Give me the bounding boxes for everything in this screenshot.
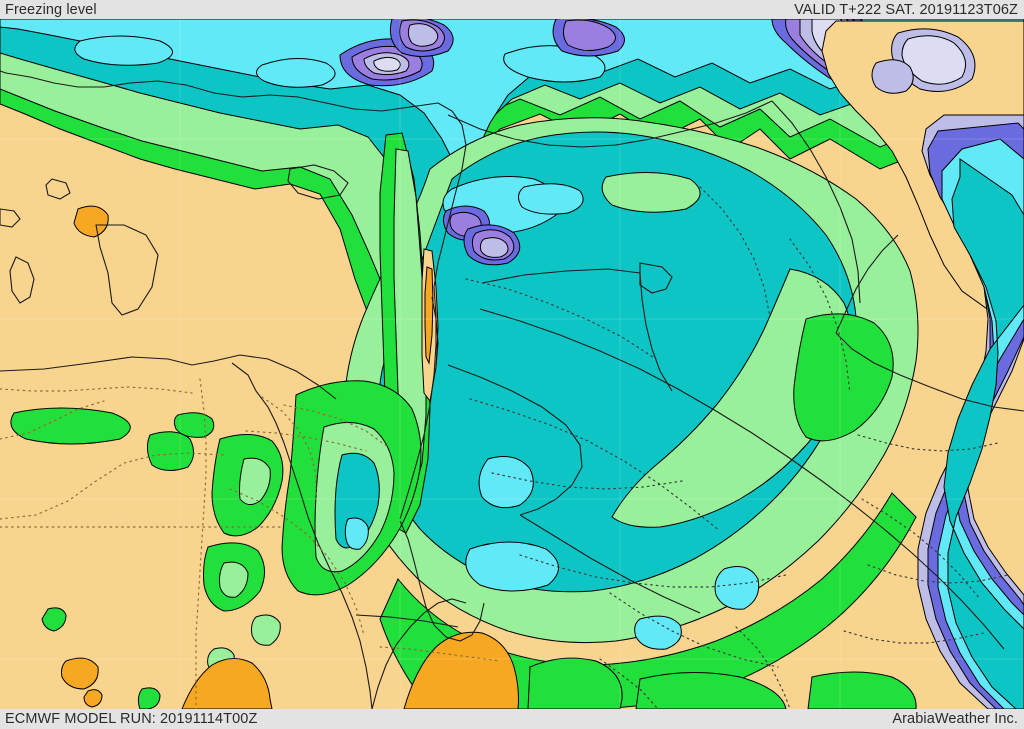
coastline-island-d: [0, 208, 21, 228]
band-orange-egypt-a: [61, 657, 99, 690]
coastline-gulf-north: [835, 234, 899, 334]
desert-border-libya-n: [0, 452, 225, 520]
dotted-border-g: [789, 238, 851, 394]
band-orange-libya-c: [73, 205, 109, 238]
border-iraq-saudi: [639, 272, 673, 392]
desert-border-egypt-libya: [195, 378, 207, 709]
dotted-border-d: [519, 554, 787, 588]
band-orange-egypt-b: [83, 689, 103, 708]
credit-label: ArabiaWeather Inc.: [892, 711, 1018, 727]
band-cyan-pocket-n: [518, 183, 584, 215]
coastline-island-b: [9, 256, 35, 304]
border-jordan-saudi: [447, 364, 583, 516]
border-jordan-iraq: [479, 308, 1005, 650]
dotted-border-l: [735, 626, 791, 709]
band-green-egypt-sw: [146, 431, 194, 471]
band-green-south-b: [635, 671, 787, 709]
border-saudi-diag: [519, 514, 701, 614]
contour-band-group-north: [0, 19, 1024, 380]
border-turkey-syria: [447, 100, 773, 148]
dotted-border-h: [857, 434, 999, 452]
band-lavender-lebanon-core-b: [479, 237, 509, 258]
band-green-egypt-nw: [10, 407, 131, 445]
dotted-border-a: [465, 278, 657, 360]
dotted-boundary-group: [465, 186, 1009, 709]
band-light-green-egypt-c: [251, 614, 281, 646]
page-title: Freezing level: [5, 1, 97, 18]
band-cyan-pocket-central: [478, 456, 534, 509]
band-green-south-c: [807, 671, 917, 709]
desert-border-egypt-e: [283, 404, 389, 448]
band-lavender-taurus-b: [407, 23, 439, 47]
model-run-label: ECMWF MODEL RUN: 20191114T00Z: [5, 711, 258, 727]
band-cyan-pocket-s: [634, 615, 682, 650]
desert-border-nile-w: [229, 488, 365, 636]
band-orange-redsea-b: [181, 658, 273, 709]
sinai-egypt-group: [10, 205, 422, 709]
band-cyan-pocket-c: [74, 35, 173, 66]
dotted-border-c: [491, 472, 683, 490]
band-pale-taurus-a: [373, 56, 401, 72]
desert-boundary-group: [0, 378, 501, 709]
band-cyan-sinai: [344, 517, 369, 550]
band-violet-taurus-c: [562, 19, 616, 51]
band-green-arabia-e: [793, 313, 894, 442]
border-iraq-iran: [771, 100, 861, 304]
band-light-green-egypt-a: [239, 457, 271, 505]
coastline-levant-north: [433, 102, 467, 288]
band-light-green-egypt-b: [219, 561, 249, 598]
dotted-border-i: [861, 498, 981, 600]
map-canvas[interactable]: [0, 19, 1024, 709]
band-orange-rift-core: [424, 266, 434, 365]
coastline-turkey-south: [0, 70, 439, 112]
band-green-south-a: [527, 657, 623, 709]
coastline-red-sea-west: [371, 598, 467, 709]
coastline-nile-delta: [231, 362, 373, 709]
mountain-core-group-taurus: [339, 19, 625, 87]
band-cyan-pocket-b: [256, 57, 336, 88]
graticule-group: [0, 19, 1024, 709]
band-light-green-pocket-n: [601, 172, 701, 213]
footer-bar: ECMWF MODEL RUN: 20191114T00Z ArabiaWeat…: [0, 709, 1024, 729]
coastline-cyprus: [287, 164, 349, 200]
dotted-border-e: [609, 592, 779, 668]
zagros-band-group: [917, 114, 1024, 709]
dotted-border-m: [599, 658, 659, 709]
coastline-north-africa: [0, 354, 337, 400]
coastline-persian-gulf: [835, 332, 1024, 412]
border-jordan-israel: [431, 296, 439, 368]
band-cyan-pocket-se: [714, 566, 760, 610]
dotted-border-k: [843, 630, 985, 644]
coastline-island-c: [45, 178, 71, 200]
border-syria-iraq: [481, 268, 641, 284]
geography-overlay-group: [0, 70, 1024, 709]
band-green-egypt-dot-b: [137, 687, 161, 709]
coastline-sinai: [399, 520, 485, 642]
band-lavender-iran-patch-2: [871, 59, 914, 94]
desert-border-sudan-n: [379, 646, 501, 662]
desert-border-libya-w: [0, 400, 105, 440]
header-bar: Freezing level VALID T+222 SAT. 20191123…: [0, 0, 1024, 19]
band-cyan-pocket-central-2: [465, 541, 559, 592]
valid-time-label: VALID T+222 SAT. 20191123T06Z: [794, 1, 1018, 18]
coastline-island-a: [95, 224, 159, 316]
freezing-level-contour-map[interactable]: [0, 19, 1024, 709]
band-pale-iran-patch: [901, 35, 967, 85]
band-teal-zagros: [943, 158, 1024, 709]
border-kuwait: [639, 262, 673, 294]
dotted-border-j: [867, 564, 1009, 584]
dotted-border-b: [469, 398, 721, 532]
border-egypt-sudan: [355, 614, 459, 628]
band-green-egypt-dot-a: [41, 607, 67, 632]
